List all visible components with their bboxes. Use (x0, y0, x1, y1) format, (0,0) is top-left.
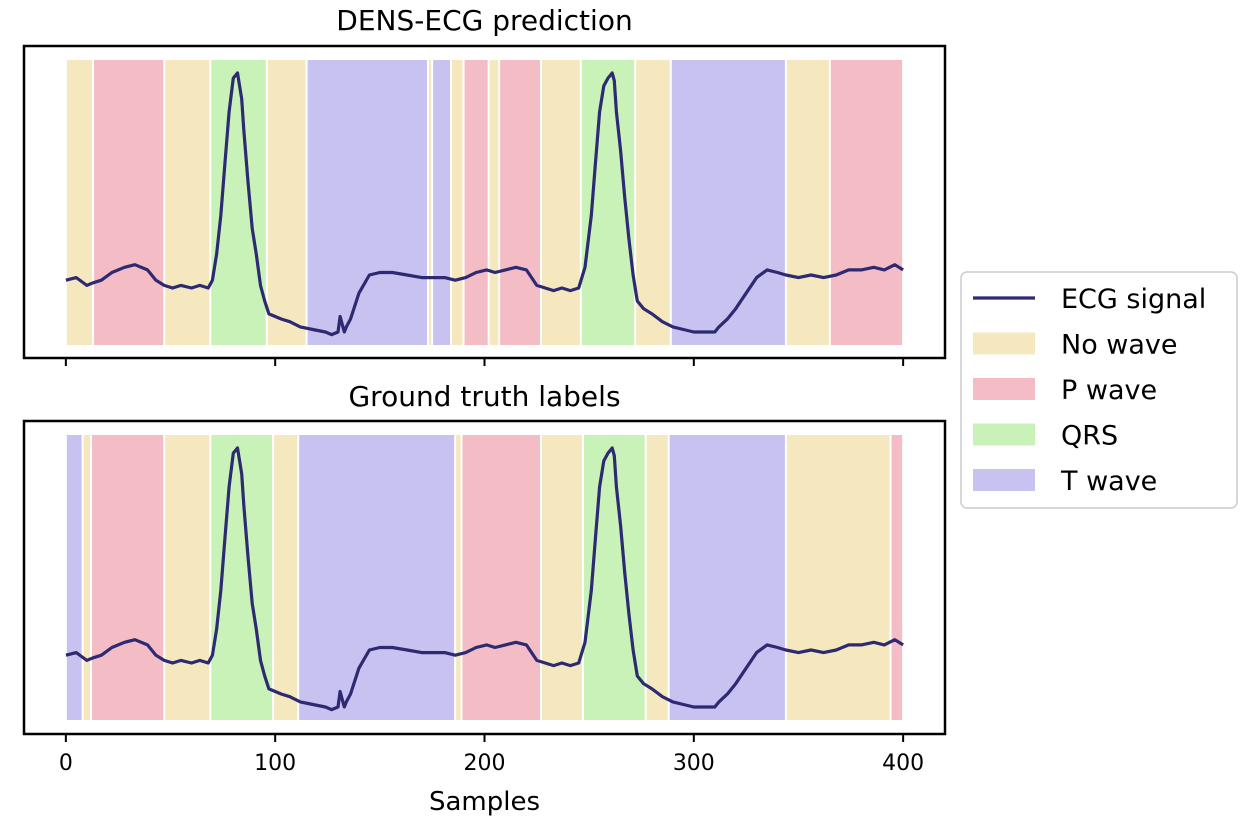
ecg-signal-line (65, 446, 904, 712)
legend: ECG signal No wave P wave QRS T wave (960, 271, 1238, 509)
segment-p-wave-11 (500, 60, 541, 345)
segment-no-wave-8 (452, 60, 463, 345)
segment-t-wave-7 (433, 60, 451, 345)
segment-p-wave-1 (94, 60, 164, 345)
segment-no-wave-3 (165, 435, 210, 720)
legend-swatch-t-wave (973, 469, 1035, 491)
x-tick-label-100: 100 (254, 751, 296, 776)
legend-swatch-no-wave (973, 332, 1035, 355)
legend-label-qrs: QRS (1061, 421, 1118, 452)
legend-label-ecg-signal: ECG signal (1061, 284, 1206, 315)
segment-p-wave-8 (462, 435, 541, 720)
legend-label-t-wave: T wave (1060, 466, 1157, 497)
x-tick-label-200: 200 (464, 751, 506, 776)
segment-t-wave-12 (669, 435, 785, 720)
segment-t-wave-0 (66, 435, 82, 720)
segment-no-wave-9 (542, 435, 582, 720)
segment-no-wave-16 (786, 60, 829, 345)
segment-t-wave-5 (307, 60, 427, 345)
segment-p-wave-2 (91, 435, 164, 720)
segment-no-wave-2 (165, 60, 210, 345)
segment-no-wave-13 (786, 435, 890, 720)
segment-no-wave-4 (267, 60, 306, 345)
panel-title: Ground truth labels (348, 380, 620, 413)
legend-label-p-wave: P wave (1061, 375, 1157, 406)
segment-no-wave-6 (428, 60, 432, 345)
segment-no-wave-12 (542, 60, 580, 345)
x-axis-label: Samples (429, 787, 540, 817)
segment-p-wave-17 (830, 60, 903, 345)
segment-no-wave-10 (489, 60, 499, 345)
panel-1: DENS-ECG prediction (22, 4, 947, 366)
segment-p-wave-9 (464, 60, 488, 345)
segment-no-wave-11 (646, 435, 668, 720)
x-tick-label-0: 0 (59, 751, 73, 776)
segment-p-wave-14 (891, 435, 903, 720)
segment-no-wave-14 (636, 60, 670, 345)
segment-no-wave-7 (456, 435, 461, 720)
x-tick-label-300: 300 (673, 751, 715, 776)
x-tick-label-400: 400 (882, 751, 924, 776)
segment-t-wave-6 (299, 435, 455, 720)
ecg-signal-line (65, 71, 904, 337)
segment-no-wave-1 (83, 435, 90, 720)
legend-label-no-wave: No wave (1061, 330, 1178, 361)
segment-no-wave-0 (66, 60, 93, 345)
segment-qrs-3 (211, 60, 266, 345)
legend-swatch-p-wave (973, 378, 1035, 400)
panel-2: Ground truth labels 0 100 200 300 400 Samples (22, 380, 947, 817)
segment-t-wave-15 (671, 60, 785, 345)
segment-no-wave-5 (274, 435, 298, 720)
legend-box (960, 271, 1238, 509)
panel-title: DENS-ECG prediction (336, 4, 632, 37)
chart-panels: DENS-ECG prediction Ground truth labels 0 1… (22, 4, 947, 817)
segment-qrs-10 (583, 435, 645, 720)
legend-swatch-qrs (973, 423, 1035, 446)
